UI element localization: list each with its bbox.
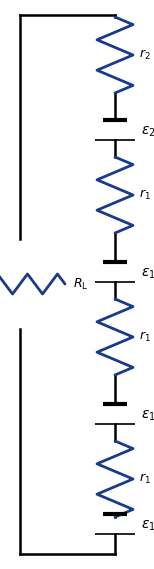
Text: $r_2$: $r_2$ [139, 48, 151, 62]
Text: $\varepsilon_1$: $\varepsilon_1$ [141, 267, 154, 281]
Text: $r_1$: $r_1$ [139, 188, 151, 202]
Text: $\varepsilon_1$: $\varepsilon_1$ [141, 519, 154, 533]
Text: $R_\mathrm{L}$: $R_\mathrm{L}$ [73, 277, 89, 291]
Text: $r_1$: $r_1$ [139, 330, 151, 344]
Text: $\varepsilon_2$: $\varepsilon_2$ [141, 125, 154, 139]
Text: $\varepsilon_1$: $\varepsilon_1$ [141, 409, 154, 423]
Text: $r_1$: $r_1$ [139, 472, 151, 486]
